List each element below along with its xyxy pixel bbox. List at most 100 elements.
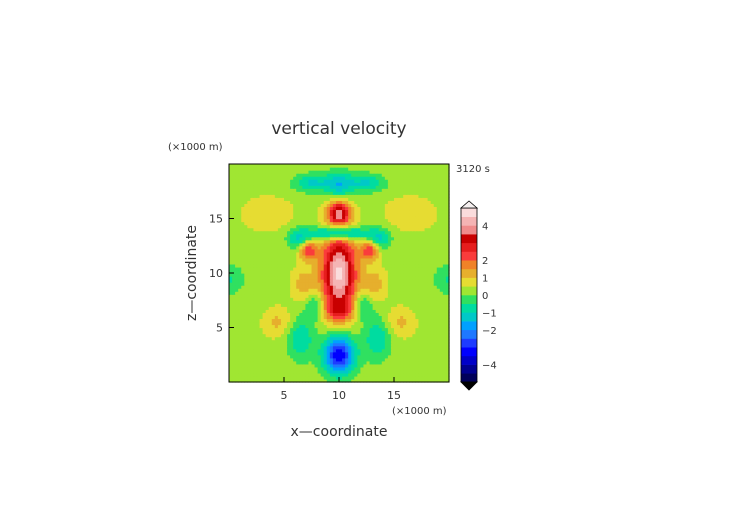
heatmap-cell	[351, 294, 355, 298]
heatmap-cell	[277, 197, 282, 201]
heatmap-cell	[332, 212, 337, 217]
heatmap-cell	[418, 321, 423, 326]
heatmap-cell	[320, 200, 325, 204]
heatmap-cell	[238, 251, 242, 256]
heatmap-cell	[268, 257, 273, 262]
heatmap-cell	[271, 324, 276, 329]
heatmap-cell	[445, 291, 450, 295]
heatmap-cell	[268, 230, 273, 235]
heatmap-cell	[397, 273, 401, 277]
heatmap-cell	[259, 251, 264, 256]
heatmap-cell	[375, 182, 380, 186]
heatmap-cell	[439, 366, 444, 371]
heatmap-cell	[332, 260, 337, 265]
heatmap-cell	[317, 185, 322, 189]
heatmap-cell	[381, 327, 386, 332]
heatmap-cell	[274, 342, 279, 347]
heatmap-cell	[394, 200, 398, 204]
heatmap-cell	[400, 233, 404, 238]
heatmap-cell	[259, 236, 264, 241]
heatmap-cell	[293, 324, 297, 329]
heatmap-cell	[384, 300, 389, 304]
heatmap-cell	[445, 297, 450, 301]
heatmap-cell	[436, 188, 441, 192]
heatmap-cell	[418, 200, 423, 204]
heatmap-cell	[409, 318, 413, 323]
heatmap-cell	[241, 191, 245, 195]
heatmap-cell	[299, 176, 303, 180]
heatmap-cell	[427, 173, 432, 177]
heatmap-cell	[302, 282, 306, 286]
heatmap-cell	[421, 260, 426, 265]
heatmap-cell	[293, 294, 297, 298]
heatmap-cell	[238, 194, 242, 198]
heatmap-cell	[354, 360, 358, 365]
heatmap-cell	[314, 212, 319, 217]
heatmap-cell	[366, 375, 371, 380]
heatmap-cell	[415, 221, 420, 226]
heatmap-cell	[433, 300, 438, 304]
heatmap-cell	[378, 233, 383, 238]
heatmap-cell	[302, 360, 306, 365]
heatmap-cell	[311, 230, 316, 235]
heatmap-cell	[415, 185, 420, 189]
heatmap-cell	[247, 269, 251, 274]
heatmap-cell	[229, 345, 233, 350]
heatmap-cell	[241, 245, 245, 250]
heatmap-cell	[445, 273, 450, 277]
heatmap-cell	[409, 236, 413, 241]
heatmap-cell	[433, 212, 438, 217]
heatmap-cell	[442, 288, 447, 292]
heatmap-cell	[232, 318, 236, 323]
heatmap-cell	[244, 306, 248, 310]
heatmap-cell	[287, 276, 291, 280]
heatmap-cell	[403, 227, 407, 232]
heatmap-cell	[375, 318, 380, 323]
heatmap-cell	[256, 200, 261, 204]
heatmap-cell	[409, 245, 413, 250]
heatmap-cell	[244, 303, 248, 307]
heatmap-cell	[369, 200, 374, 204]
heatmap-cell	[256, 294, 261, 298]
heatmap-cell	[277, 342, 282, 347]
heatmap-cell	[323, 294, 328, 298]
heatmap-cell	[277, 360, 282, 365]
heatmap-cell	[232, 315, 236, 320]
heatmap-cell	[314, 342, 319, 347]
heatmap-cell	[284, 191, 288, 195]
heatmap-cell	[305, 372, 310, 377]
heatmap-cell	[277, 248, 282, 253]
heatmap-cell	[305, 224, 310, 229]
heatmap-cell	[387, 227, 392, 232]
heatmap-cell	[311, 369, 316, 374]
heatmap-cell	[241, 282, 245, 286]
heatmap-cell	[397, 260, 401, 265]
heatmap-cell	[409, 242, 413, 247]
heatmap-cell	[418, 297, 423, 301]
heatmap-cell	[433, 200, 438, 204]
heatmap-cell	[268, 291, 273, 295]
heatmap-cell	[299, 312, 303, 316]
heatmap-cell	[296, 200, 300, 204]
heatmap-cell	[232, 266, 236, 271]
heatmap-cell	[323, 318, 328, 323]
y-unit-label: (×1000 m)	[168, 142, 223, 153]
heatmap-cell	[390, 309, 395, 313]
heatmap-cell	[247, 378, 251, 383]
heatmap-cell	[366, 221, 371, 226]
heatmap-cell	[287, 197, 291, 201]
heatmap-cell	[403, 185, 407, 189]
heatmap-cell	[339, 233, 343, 238]
heatmap-cell	[381, 206, 386, 211]
heatmap-cell	[302, 348, 306, 353]
heatmap-cell	[409, 276, 413, 280]
heatmap-cell	[369, 369, 374, 374]
heatmap-cell	[265, 282, 270, 286]
heatmap-cell	[409, 239, 413, 244]
heatmap-cell	[232, 230, 236, 235]
heatmap-cell	[384, 254, 389, 259]
heatmap-cell	[311, 254, 316, 259]
heatmap-cell	[421, 279, 426, 283]
heatmap-cell	[259, 372, 264, 377]
heatmap-cell	[357, 330, 361, 335]
